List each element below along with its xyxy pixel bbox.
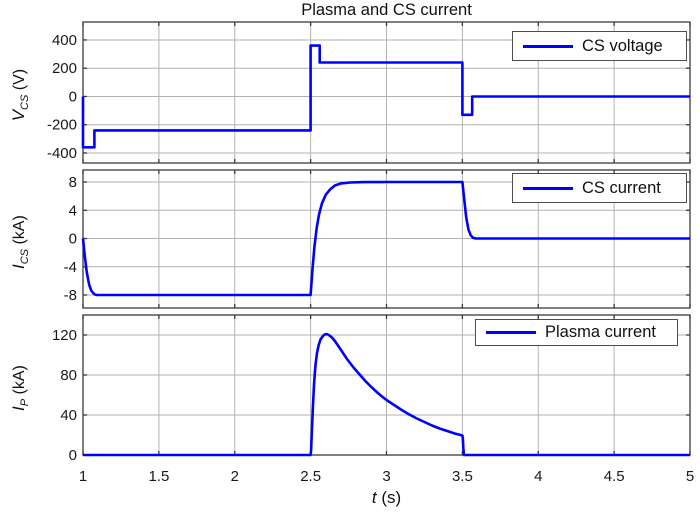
y-tick-label: -400 — [47, 145, 77, 162]
legend-label: Plasma current — [545, 323, 656, 341]
chart-title: Plasma and CS current — [301, 1, 472, 19]
x-tick-label: 3.5 — [452, 468, 473, 485]
y-tick-label: 8 — [69, 174, 77, 191]
y-tick-label: 200 — [52, 60, 77, 77]
y-tick-label: -4 — [64, 259, 77, 276]
y-tick-label: 400 — [52, 32, 77, 49]
y-tick-label: 0 — [69, 88, 77, 105]
x-axis-label: t (s) — [83, 488, 690, 508]
legend-cs-current[interactable]: CS current — [512, 173, 687, 203]
series-line-plasma-current — [83, 332, 690, 457]
x-tick-label: 2.5 — [300, 468, 321, 485]
y-axis-label-voltage: VCS (V) — [9, 15, 35, 175]
x-tick-label: 1.5 — [148, 468, 169, 485]
y-tick-label: 40 — [60, 407, 77, 424]
y-axis-label-plasma-current-sub: P — [19, 398, 32, 407]
y-axis-label-cs-current-unit: (kA) — [10, 215, 28, 249]
y-axis-label-voltage-sub: CS — [19, 94, 32, 110]
y-tick-label: 4 — [69, 202, 77, 219]
y-tick-label: 0 — [69, 447, 77, 464]
y-tick-label: 0 — [69, 231, 77, 248]
x-tick-label: 1 — [79, 468, 87, 485]
legend-line-sample — [486, 331, 536, 334]
series-line-cs-current — [81, 180, 690, 297]
series-line-cs-voltage — [81, 44, 690, 149]
legend-label: CS voltage — [582, 36, 663, 55]
x-axis-label-unit: (s) — [376, 488, 402, 507]
y-axis-label-plasma-current: IP (kA) — [9, 308, 35, 468]
y-axis-label-voltage-unit: (V) — [10, 68, 28, 95]
x-tick-label: 3 — [382, 468, 390, 485]
y-axis-label-plasma-current-var: I — [8, 406, 28, 412]
y-axis-label-cs-current-var: I — [8, 264, 28, 269]
y-axis-label-cs-current: ICS (kA) — [9, 162, 35, 322]
y-axis-label-plasma-current-unit: (kA) — [10, 365, 28, 399]
x-tick-label: 4 — [534, 468, 542, 485]
x-tick-label: 2 — [231, 468, 239, 485]
x-axis-label-var: t — [371, 488, 377, 507]
y-tick-label: -8 — [64, 287, 77, 304]
y-axis-label-voltage-var: V — [8, 109, 28, 122]
x-tick-label: 5 — [686, 468, 694, 485]
legend-line-sample — [523, 186, 573, 190]
y-tick-label: 80 — [60, 367, 77, 384]
x-tick-label: 4.5 — [604, 468, 625, 485]
y-tick-label: 120 — [52, 327, 77, 344]
legend-plasma-current[interactable]: Plasma current — [475, 319, 678, 346]
y-axis-label-cs-current-sub: CS — [19, 248, 32, 265]
y-tick-label: -200 — [47, 117, 77, 134]
legend-label: CS current — [582, 178, 661, 197]
legend-line-sample — [523, 44, 573, 48]
legend-cs-voltage[interactable]: CS voltage — [512, 31, 687, 61]
